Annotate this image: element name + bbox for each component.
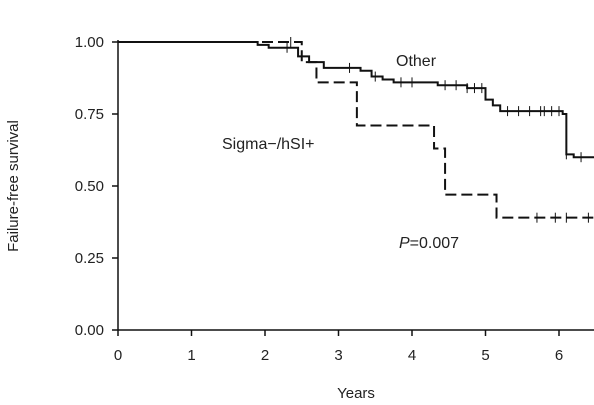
p-value: =0.007 (410, 235, 459, 252)
x-ticks: 0 1 2 3 4 5 6 (114, 330, 563, 364)
p-value-label: P=0.007 (399, 235, 459, 252)
x-axis-title: Years (337, 385, 375, 402)
x-tick-label: 6 (555, 347, 563, 364)
other-label: Other (396, 53, 437, 70)
y-tick-label: 0.00 (75, 322, 104, 339)
series-layer (118, 37, 594, 223)
series-other (118, 41, 594, 163)
y-ticks: 0.00 0.25 0.50 0.75 1.00 (75, 34, 118, 339)
x-tick-label: 5 (481, 347, 489, 364)
x-tick-label: 2 (261, 347, 269, 364)
y-tick-label: 0.25 (75, 250, 104, 267)
survival-curve (118, 41, 594, 219)
y-tick-label: 0.75 (75, 106, 104, 123)
axes (117, 40, 594, 331)
y-tick-label: 0.50 (75, 178, 104, 195)
x-tick-label: 1 (187, 347, 195, 364)
y-axis-title: Failure-free survival (5, 120, 22, 252)
x-tick-label: 4 (408, 347, 416, 364)
p-symbol: P (399, 235, 410, 252)
x-tick-label: 3 (334, 347, 342, 364)
series-sigma (118, 37, 594, 223)
y-tick-label: 1.00 (75, 34, 104, 51)
x-tick-label: 0 (114, 347, 122, 364)
sigma-label: Sigma−/hSI+ (222, 136, 315, 153)
survival-curve (118, 41, 594, 159)
